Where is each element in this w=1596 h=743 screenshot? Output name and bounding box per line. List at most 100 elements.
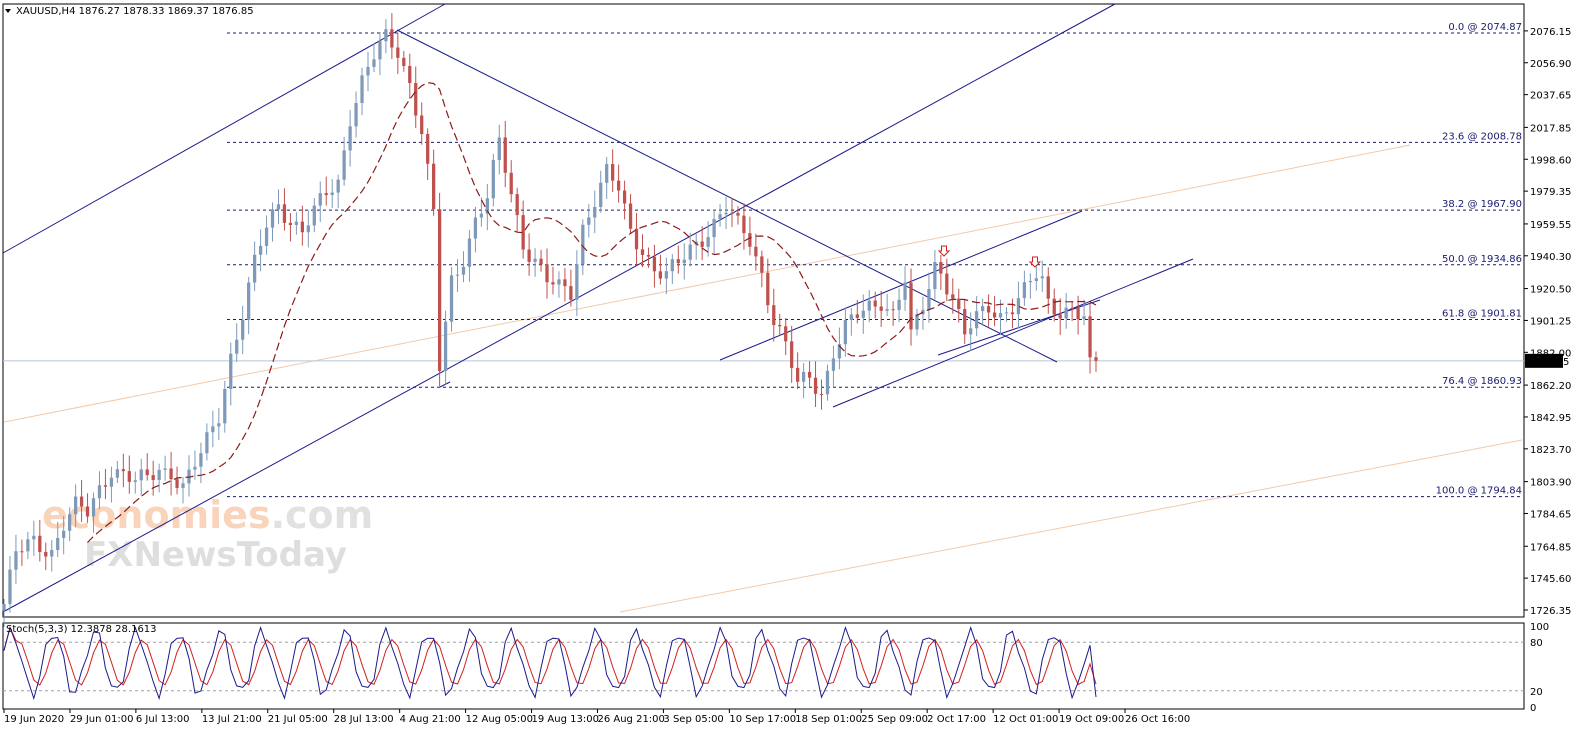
price-tick-label: 1979.35 bbox=[1530, 187, 1571, 198]
stoch-main-line bbox=[3, 625, 1097, 701]
date-tick-label: 19 Oct 09:00 bbox=[1059, 714, 1124, 725]
candle-body bbox=[109, 477, 114, 487]
candle-body bbox=[730, 212, 734, 214]
candle-body bbox=[915, 314, 919, 330]
candle-body bbox=[963, 308, 967, 335]
candle-body bbox=[235, 339, 239, 354]
date-tick-label: 19 Jun 2020 bbox=[4, 714, 64, 725]
candle-body bbox=[205, 432, 209, 454]
candle-body bbox=[736, 212, 740, 216]
candle-body bbox=[32, 535, 36, 540]
fib-level-label: 0.0 @ 2074.87 bbox=[1448, 22, 1522, 33]
candle-body bbox=[682, 259, 686, 264]
candle-body bbox=[676, 259, 680, 264]
candle-body bbox=[706, 237, 710, 247]
candle-body bbox=[2, 603, 6, 611]
candle-body bbox=[569, 286, 573, 300]
candle-body bbox=[748, 233, 752, 247]
candle-body bbox=[1034, 278, 1038, 281]
candle-body bbox=[91, 498, 96, 517]
candle-body bbox=[491, 160, 495, 199]
orange-trendline-upper bbox=[3, 144, 1411, 423]
watermark-fxnewstoday: FXNewsToday bbox=[84, 535, 347, 575]
main-plot-frame bbox=[2, 3, 1525, 618]
candle-body bbox=[796, 367, 800, 382]
candle-body bbox=[927, 289, 931, 310]
candle-body bbox=[151, 475, 155, 480]
candle-body bbox=[646, 254, 651, 257]
price-tick-label: 1823.70 bbox=[1530, 445, 1571, 456]
candle-body bbox=[1094, 357, 1098, 361]
moving-average-line bbox=[87, 81, 1097, 543]
candle-body bbox=[1028, 280, 1032, 283]
candle-body bbox=[282, 204, 287, 223]
stoch-signal-line bbox=[3, 626, 1097, 686]
candle-body bbox=[1016, 298, 1021, 315]
candle-body bbox=[264, 227, 269, 246]
candle-body bbox=[605, 164, 609, 183]
candle-body bbox=[503, 137, 507, 173]
date-tick-label: 2 Oct 17:00 bbox=[927, 714, 986, 725]
price-tick-label: 2037.65 bbox=[1530, 91, 1571, 102]
symbol-menu-icon[interactable] bbox=[5, 9, 11, 13]
candle-body bbox=[467, 238, 472, 267]
candle-body bbox=[443, 321, 448, 371]
candle-body bbox=[813, 377, 818, 394]
candle-body bbox=[372, 59, 376, 67]
candle-body bbox=[575, 264, 579, 300]
candle-body bbox=[807, 371, 812, 378]
fib-level-label: 38.2 @ 1967.90 bbox=[1442, 199, 1522, 210]
candle-body bbox=[611, 164, 615, 181]
candle-body bbox=[766, 272, 770, 306]
candle-body bbox=[115, 469, 120, 478]
candle-body bbox=[312, 205, 316, 226]
candle-body bbox=[885, 309, 889, 311]
price-tick-label: 1901.25 bbox=[1530, 316, 1571, 327]
candle-body bbox=[479, 213, 484, 218]
candle-body bbox=[1052, 298, 1056, 315]
candle-body bbox=[742, 215, 746, 234]
candle-body bbox=[14, 551, 18, 570]
channel-right-upper bbox=[832, 258, 1194, 408]
price-tick-label: 1803.90 bbox=[1530, 478, 1571, 489]
orange-trendline-lower bbox=[619, 439, 1523, 613]
candle-body bbox=[790, 341, 794, 368]
candle-body bbox=[50, 549, 54, 557]
candle-body bbox=[861, 310, 865, 318]
candle-body bbox=[700, 241, 704, 247]
candle-body bbox=[718, 214, 722, 219]
price-tick-label: 2056.90 bbox=[1530, 59, 1571, 70]
candle-body bbox=[873, 300, 877, 307]
candle-body bbox=[175, 479, 179, 488]
stoch-level-label: 0 bbox=[1530, 703, 1536, 714]
date-tick-label: 21 Jul 05:00 bbox=[268, 714, 328, 725]
candle-body bbox=[163, 468, 167, 470]
candle-body bbox=[157, 469, 161, 480]
fib-level-label: 76.4 @ 1860.93 bbox=[1442, 376, 1522, 387]
candle-body bbox=[521, 215, 525, 250]
date-tick-label: 3 Sep 05:00 bbox=[663, 714, 723, 725]
candle-body bbox=[969, 328, 973, 335]
candle-body bbox=[879, 306, 883, 311]
candle-body bbox=[288, 222, 293, 225]
candle-body bbox=[103, 485, 108, 487]
price-tick-label: 1745.60 bbox=[1530, 574, 1571, 585]
candle-body bbox=[390, 29, 394, 48]
candle-body bbox=[68, 514, 72, 531]
candle-body bbox=[414, 83, 418, 116]
price-tick-label: 2017.85 bbox=[1530, 123, 1571, 134]
candle-body bbox=[951, 294, 955, 299]
price-tick-label: 1842.95 bbox=[1530, 413, 1571, 424]
candle-body bbox=[270, 209, 275, 228]
channel-middle-upper bbox=[719, 210, 1083, 361]
candle-body bbox=[1046, 276, 1050, 299]
candle-body bbox=[336, 179, 340, 193]
candle-body bbox=[551, 282, 555, 285]
candle-body bbox=[449, 275, 454, 322]
candle-body bbox=[342, 150, 346, 180]
candle-body bbox=[56, 537, 60, 550]
candle-body bbox=[294, 221, 299, 225]
candle-body bbox=[85, 506, 90, 517]
candle-body bbox=[1040, 276, 1044, 279]
